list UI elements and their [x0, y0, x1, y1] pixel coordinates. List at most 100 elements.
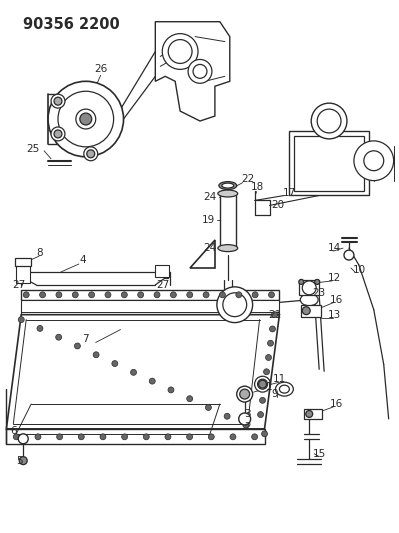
- Text: 90356 2200: 90356 2200: [23, 17, 120, 32]
- Polygon shape: [21, 300, 279, 314]
- Circle shape: [223, 293, 247, 317]
- Circle shape: [269, 292, 275, 298]
- Text: 19: 19: [201, 215, 215, 225]
- Circle shape: [269, 326, 275, 332]
- Circle shape: [54, 97, 62, 105]
- Circle shape: [260, 397, 266, 403]
- Circle shape: [37, 326, 43, 332]
- Bar: [155, 265, 169, 277]
- Circle shape: [262, 383, 267, 389]
- Circle shape: [143, 434, 149, 440]
- Circle shape: [19, 457, 27, 465]
- Circle shape: [100, 434, 106, 440]
- Polygon shape: [190, 240, 215, 268]
- Circle shape: [205, 405, 211, 410]
- Circle shape: [93, 352, 99, 358]
- Circle shape: [364, 151, 384, 171]
- Circle shape: [130, 369, 136, 375]
- Text: 14: 14: [328, 243, 341, 253]
- Circle shape: [168, 387, 174, 393]
- Ellipse shape: [218, 245, 238, 252]
- Bar: [294, 136, 364, 190]
- Circle shape: [89, 292, 95, 298]
- Circle shape: [154, 292, 160, 298]
- Circle shape: [344, 250, 354, 260]
- Bar: [16, 265, 30, 283]
- Circle shape: [18, 317, 24, 322]
- Circle shape: [240, 389, 250, 399]
- Ellipse shape: [258, 379, 267, 389]
- Ellipse shape: [219, 182, 237, 190]
- Circle shape: [258, 411, 264, 417]
- Circle shape: [217, 287, 253, 322]
- Ellipse shape: [218, 190, 238, 197]
- Text: 12: 12: [328, 273, 341, 283]
- Text: 16: 16: [330, 399, 343, 409]
- Text: 7: 7: [83, 335, 89, 344]
- Text: 24: 24: [203, 192, 217, 203]
- Circle shape: [252, 434, 258, 440]
- Polygon shape: [6, 314, 279, 429]
- Text: 3: 3: [244, 409, 251, 419]
- Circle shape: [72, 292, 78, 298]
- Bar: [289, 131, 369, 196]
- Circle shape: [56, 292, 62, 298]
- Text: 25: 25: [27, 144, 40, 154]
- Circle shape: [187, 395, 193, 402]
- Circle shape: [317, 109, 341, 133]
- Circle shape: [236, 292, 242, 298]
- Ellipse shape: [279, 385, 289, 393]
- Circle shape: [13, 434, 19, 440]
- Text: 9: 9: [271, 389, 278, 399]
- Circle shape: [51, 127, 65, 141]
- Circle shape: [237, 386, 253, 402]
- Circle shape: [354, 141, 394, 181]
- Circle shape: [112, 360, 118, 367]
- Circle shape: [188, 60, 212, 83]
- Circle shape: [57, 434, 63, 440]
- Polygon shape: [21, 290, 279, 300]
- Text: 20: 20: [271, 200, 284, 211]
- Circle shape: [302, 281, 316, 295]
- Text: 17: 17: [283, 188, 296, 198]
- Bar: [304, 409, 322, 419]
- Bar: [301, 305, 321, 317]
- Circle shape: [18, 434, 28, 444]
- Circle shape: [149, 378, 155, 384]
- Circle shape: [315, 279, 320, 285]
- Circle shape: [80, 113, 92, 125]
- Circle shape: [252, 292, 258, 298]
- Text: 2: 2: [244, 422, 251, 432]
- Text: 23: 23: [312, 288, 326, 298]
- Circle shape: [262, 431, 267, 437]
- Text: 5: 5: [16, 456, 23, 466]
- Circle shape: [170, 292, 176, 298]
- Circle shape: [168, 39, 192, 63]
- Polygon shape: [6, 429, 265, 444]
- Circle shape: [105, 292, 111, 298]
- Text: 4: 4: [79, 255, 86, 265]
- Text: 1: 1: [266, 382, 273, 392]
- Circle shape: [239, 413, 251, 425]
- Circle shape: [87, 150, 95, 158]
- Text: 26: 26: [94, 64, 107, 75]
- Text: 27: 27: [13, 280, 26, 290]
- Circle shape: [165, 434, 171, 440]
- Circle shape: [230, 434, 236, 440]
- Circle shape: [187, 434, 193, 440]
- Circle shape: [76, 109, 96, 129]
- Text: 18: 18: [251, 182, 264, 191]
- Circle shape: [208, 434, 214, 440]
- Circle shape: [243, 422, 249, 428]
- Circle shape: [306, 410, 313, 417]
- Circle shape: [311, 103, 347, 139]
- Circle shape: [48, 82, 124, 157]
- Circle shape: [219, 292, 225, 298]
- Text: 10: 10: [352, 265, 365, 275]
- Text: 13: 13: [328, 310, 341, 320]
- Text: 21: 21: [268, 310, 281, 320]
- Circle shape: [78, 434, 84, 440]
- Circle shape: [193, 64, 207, 78]
- Circle shape: [23, 292, 29, 298]
- Circle shape: [264, 369, 269, 375]
